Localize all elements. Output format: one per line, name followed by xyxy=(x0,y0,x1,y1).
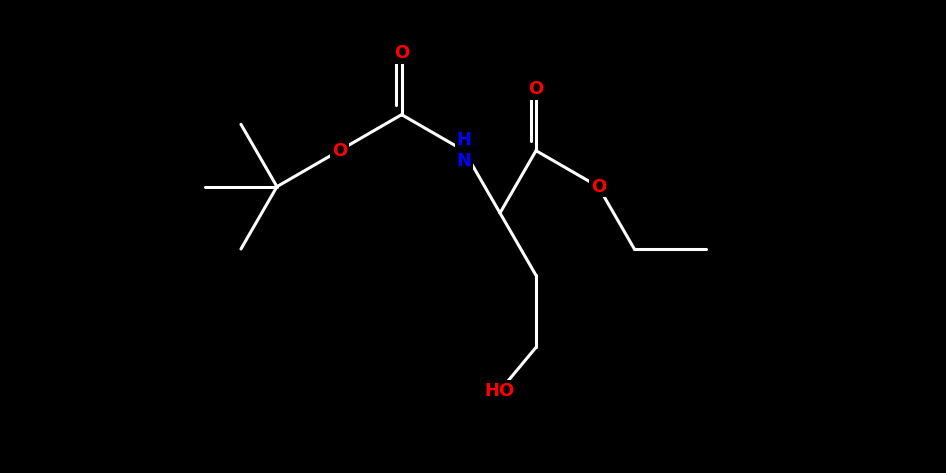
Text: O: O xyxy=(332,141,347,160)
Text: HO: HO xyxy=(485,382,516,400)
Text: H
N: H N xyxy=(457,131,471,170)
Text: O: O xyxy=(529,80,544,98)
Text: O: O xyxy=(590,178,606,196)
Text: O: O xyxy=(394,44,410,62)
